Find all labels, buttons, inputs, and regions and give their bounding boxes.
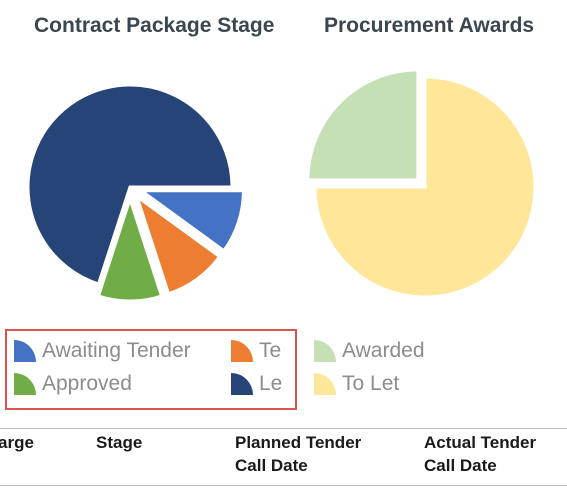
legend-item-awarded[interactable]: Awarded [314, 339, 514, 363]
pie-slice-awarded[interactable] [306, 68, 420, 182]
column-header-planned-tender-call-date[interactable]: Planned Tender Call Date [235, 431, 361, 477]
column-header-line: Actual Tender [424, 433, 537, 452]
swatch-shape [14, 373, 36, 395]
swatch-shape [314, 373, 336, 395]
te-swatch-icon [231, 340, 253, 362]
approved-swatch-icon [14, 373, 36, 395]
legend-item-awaiting-tender[interactable]: Awaiting Tender [14, 339, 224, 363]
column-header-charge[interactable]: arge [0, 433, 34, 452]
legend-item-te[interactable]: Te [231, 339, 285, 363]
column-header-actual-tender-call-date[interactable]: Actual Tender Call Date [424, 431, 536, 477]
column-header-line: Call Date [424, 456, 497, 475]
legend-label: Approved [42, 372, 132, 395]
legend-label: Awarded [342, 339, 425, 362]
procurement-awards-pie[interactable] [305, 60, 567, 310]
awarded-swatch-icon [314, 340, 336, 362]
column-header-line: Planned Tender [235, 433, 362, 452]
table-header-row: arge Stage Planned Tender Call Date Actu… [0, 428, 567, 486]
contract-package-legend-box [5, 329, 297, 410]
pie-slice-3[interactable] [96, 194, 164, 303]
contract-package-stage-pie[interactable] [20, 60, 250, 310]
legend-item-approved[interactable]: Approved [14, 372, 224, 396]
legend-label: Le [259, 372, 283, 395]
swatch-shape [14, 340, 36, 362]
pie-slice-to-let[interactable] [313, 75, 537, 299]
to-let-swatch-icon [314, 373, 336, 395]
legend-label: Awaiting Tender [42, 339, 191, 362]
swatch-shape [231, 373, 253, 395]
procurement-awards-title: Procurement Awards [324, 14, 535, 37]
swatch-shape [314, 340, 336, 362]
legend-label: Te [259, 339, 282, 362]
column-header-line: Call Date [235, 456, 308, 475]
pie-slice-2[interactable] [134, 192, 222, 296]
swatch-shape [231, 340, 253, 362]
legend-item-to-let[interactable]: To Let [314, 372, 514, 396]
column-header-stage[interactable]: Stage [96, 433, 143, 452]
pie-slice-1[interactable] [136, 189, 245, 253]
le-swatch-icon [231, 373, 253, 395]
legend-item-le[interactable]: Le [231, 372, 285, 396]
contract-package-stage-title: Contract Package Stage [34, 14, 275, 37]
legend-label: To Let [342, 372, 400, 395]
pie-slice-0[interactable] [26, 83, 234, 286]
awaiting-tender-swatch-icon [14, 340, 36, 362]
